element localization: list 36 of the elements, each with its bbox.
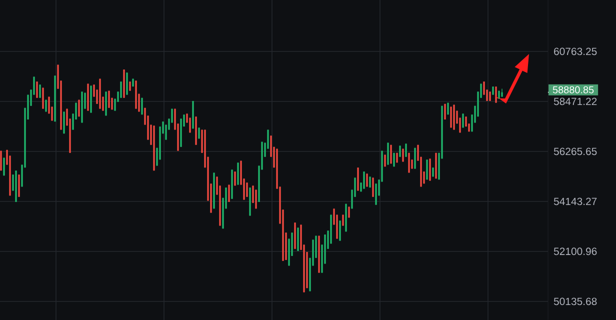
candlestick bbox=[63, 111, 65, 134]
candlestick bbox=[36, 81, 38, 98]
text: 58880.85 bbox=[552, 86, 594, 94]
candlestick bbox=[375, 183, 377, 206]
candlestick bbox=[18, 174, 20, 198]
y-tick-label: 60763.25 bbox=[554, 48, 597, 56]
candlestick bbox=[405, 143, 407, 158]
y-tick-label: 58471.22 bbox=[554, 98, 597, 106]
candlestick bbox=[234, 171, 236, 186]
y-tick-label: 52100.96 bbox=[554, 248, 597, 256]
candlestick bbox=[372, 177, 374, 198]
candlestick bbox=[246, 182, 248, 198]
candlestick bbox=[339, 220, 341, 242]
candlestick bbox=[399, 145, 401, 158]
y-tick-label: 56265.65 bbox=[554, 148, 597, 156]
candlestick bbox=[495, 86, 497, 104]
candlestick bbox=[366, 173, 368, 188]
y-tick-label: 54143.27 bbox=[554, 198, 597, 206]
candlestick bbox=[297, 227, 299, 252]
candlestick bbox=[363, 171, 365, 190]
candlestick bbox=[450, 106, 452, 128]
candlestick bbox=[357, 167, 359, 192]
candlestick bbox=[228, 184, 230, 202]
candlestick bbox=[129, 81, 131, 92]
candlestick bbox=[120, 81, 122, 98]
candlestick bbox=[429, 158, 431, 182]
candlestick bbox=[108, 90, 110, 108]
candlestick bbox=[489, 91, 491, 102]
candlestick bbox=[42, 87, 44, 110]
candlestick bbox=[39, 84, 41, 98]
candlestick bbox=[462, 113, 464, 128]
candlestick bbox=[387, 142, 389, 166]
candlestick bbox=[426, 159, 428, 180]
y-tick-label: 50135.68 bbox=[554, 298, 597, 306]
candlestick bbox=[126, 72, 128, 96]
candlestick bbox=[237, 162, 239, 186]
